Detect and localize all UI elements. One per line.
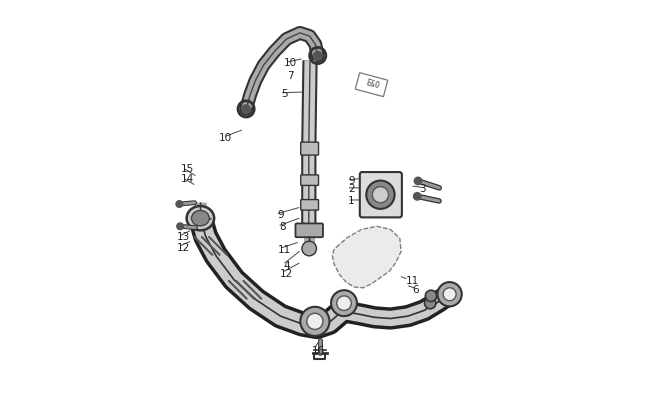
Ellipse shape	[372, 187, 389, 203]
Text: 6: 6	[413, 284, 419, 294]
Circle shape	[307, 313, 323, 330]
Circle shape	[413, 177, 423, 186]
Text: 11: 11	[278, 244, 291, 254]
Circle shape	[443, 288, 456, 301]
FancyBboxPatch shape	[301, 175, 318, 186]
Circle shape	[425, 290, 437, 302]
Text: E&O: E&O	[365, 78, 381, 90]
Circle shape	[331, 290, 357, 316]
Text: 11: 11	[406, 275, 419, 285]
FancyBboxPatch shape	[301, 200, 318, 211]
Text: 15: 15	[181, 163, 194, 173]
FancyBboxPatch shape	[296, 224, 323, 238]
Ellipse shape	[366, 181, 395, 209]
Circle shape	[176, 200, 183, 209]
Circle shape	[300, 307, 330, 336]
Text: 1: 1	[348, 196, 355, 205]
Text: 8: 8	[280, 222, 286, 232]
Text: 16: 16	[311, 345, 325, 355]
Text: 3: 3	[419, 183, 425, 193]
Circle shape	[176, 223, 184, 231]
Circle shape	[337, 296, 351, 311]
Text: 10: 10	[284, 58, 297, 68]
Text: 13: 13	[177, 232, 190, 242]
Text: 9: 9	[277, 210, 284, 220]
Text: 2: 2	[348, 183, 355, 193]
Text: 12: 12	[280, 268, 293, 278]
Circle shape	[437, 282, 462, 307]
Circle shape	[241, 105, 251, 115]
Circle shape	[302, 242, 317, 256]
Text: 7: 7	[287, 70, 294, 80]
Text: 14: 14	[181, 173, 194, 183]
FancyBboxPatch shape	[360, 173, 402, 218]
Ellipse shape	[192, 211, 209, 226]
Polygon shape	[332, 227, 401, 288]
Circle shape	[313, 51, 322, 61]
Circle shape	[424, 298, 436, 309]
FancyBboxPatch shape	[301, 143, 318, 156]
Text: 12: 12	[177, 242, 190, 252]
Ellipse shape	[187, 207, 214, 231]
Text: 4: 4	[283, 260, 290, 270]
Circle shape	[413, 192, 422, 201]
Text: 5: 5	[281, 89, 288, 98]
Text: 9: 9	[348, 175, 355, 185]
Text: 10: 10	[219, 133, 233, 143]
